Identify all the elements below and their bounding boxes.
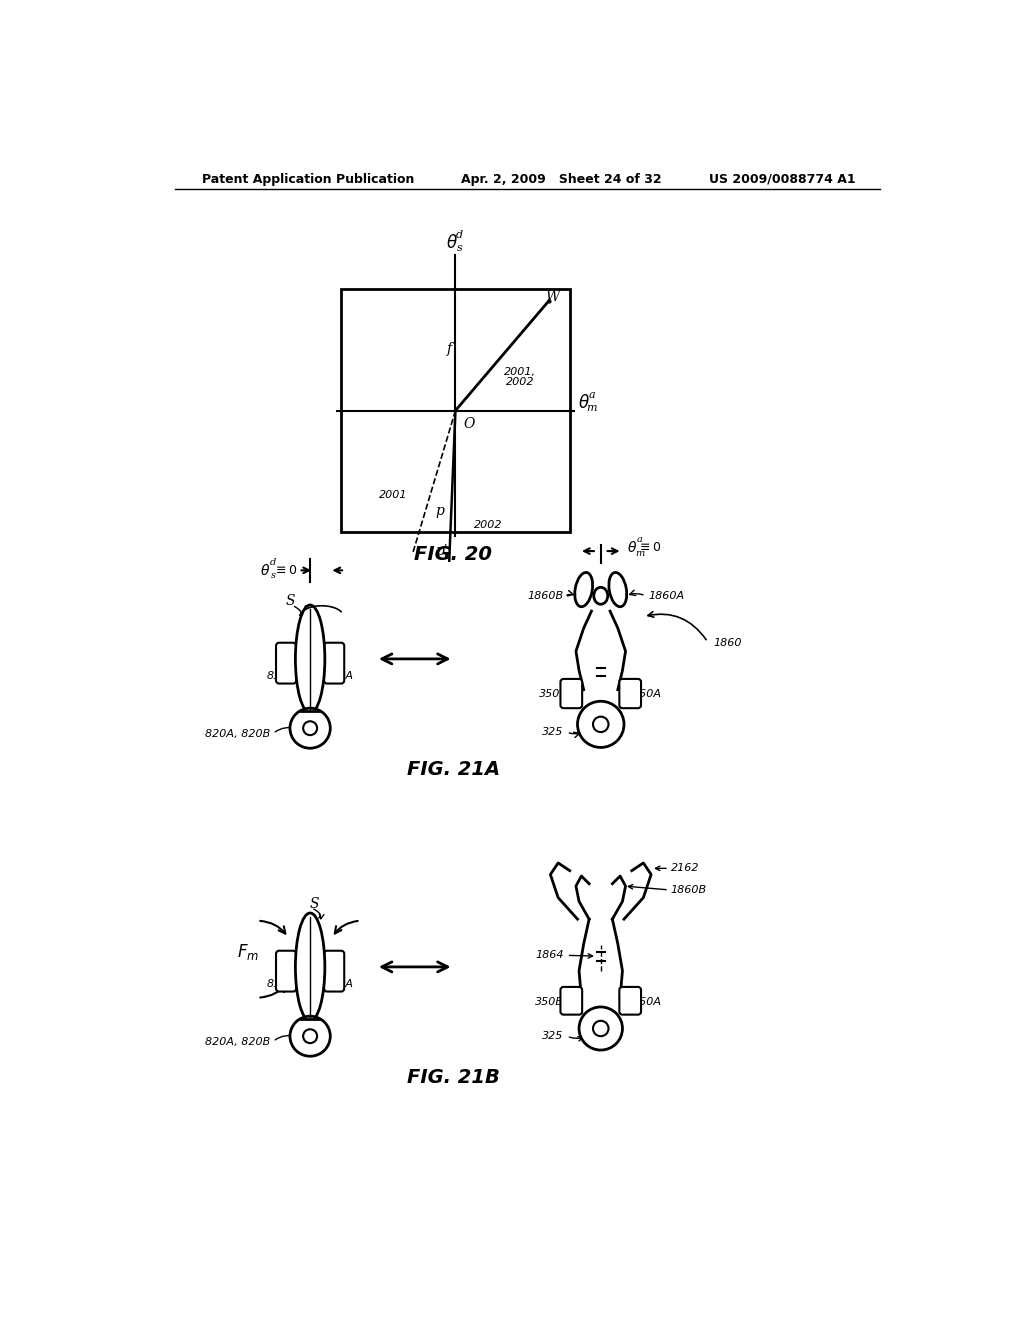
Ellipse shape (295, 605, 325, 713)
Circle shape (593, 717, 608, 733)
Text: p: p (435, 504, 444, 517)
Text: m: m (586, 404, 597, 413)
Text: p': p' (435, 544, 447, 558)
Text: $\equiv$0: $\equiv$0 (637, 541, 662, 554)
Text: $\theta$: $\theta$ (260, 562, 270, 578)
Text: 820A, 820B: 820A, 820B (205, 729, 270, 739)
Text: $F_m$: $F_m$ (238, 941, 259, 961)
Text: 350B: 350B (540, 689, 568, 698)
Text: 820A, 820B: 820A, 820B (205, 1036, 270, 1047)
Text: 2002: 2002 (506, 378, 535, 387)
Text: S: S (309, 896, 318, 911)
Text: FIG. 21A: FIG. 21A (407, 759, 500, 779)
Text: Apr. 2, 2009   Sheet 24 of 32: Apr. 2, 2009 Sheet 24 of 32 (461, 173, 662, 186)
FancyBboxPatch shape (560, 678, 583, 708)
Text: 812B: 812B (266, 979, 295, 989)
Text: 350A: 350A (633, 997, 663, 1007)
Circle shape (593, 1020, 608, 1036)
Text: 812B: 812B (266, 671, 295, 681)
Text: S: S (286, 594, 296, 609)
Text: 2001,: 2001, (504, 367, 537, 378)
Text: 2001: 2001 (379, 490, 408, 500)
FancyBboxPatch shape (324, 643, 344, 684)
Ellipse shape (609, 573, 627, 607)
Ellipse shape (574, 573, 593, 607)
Text: 1860A: 1860A (649, 591, 685, 601)
Text: US 2009/0088774 A1: US 2009/0088774 A1 (710, 173, 856, 186)
Circle shape (579, 1007, 623, 1051)
Text: $\theta$: $\theta$ (445, 234, 458, 252)
Text: 812A: 812A (325, 671, 354, 681)
Text: 350B: 350B (535, 997, 563, 1007)
Ellipse shape (594, 587, 607, 605)
FancyBboxPatch shape (560, 987, 583, 1015)
Text: 350A: 350A (633, 689, 663, 698)
Text: 1864: 1864 (536, 950, 563, 961)
Text: 325: 325 (542, 1031, 563, 1041)
Text: s: s (457, 243, 462, 253)
FancyBboxPatch shape (276, 643, 296, 684)
Text: 1860B: 1860B (671, 884, 707, 895)
Circle shape (290, 708, 331, 748)
FancyBboxPatch shape (620, 678, 641, 708)
Text: 1860B: 1860B (527, 591, 563, 601)
Text: f: f (446, 342, 452, 356)
Text: 1860: 1860 (713, 639, 741, 648)
Text: $\theta$: $\theta$ (578, 393, 590, 412)
Text: W: W (546, 290, 560, 304)
Text: a: a (637, 535, 642, 544)
Text: FIG. 20: FIG. 20 (415, 545, 493, 565)
Text: Patent Application Publication: Patent Application Publication (202, 173, 414, 186)
Text: $\equiv$0: $\equiv$0 (273, 564, 298, 577)
FancyBboxPatch shape (276, 950, 296, 991)
Text: 2002: 2002 (474, 520, 502, 529)
Ellipse shape (295, 913, 325, 1020)
FancyBboxPatch shape (620, 987, 641, 1015)
Text: d: d (456, 231, 463, 240)
Circle shape (578, 701, 624, 747)
Text: FIG. 21B: FIG. 21B (408, 1068, 500, 1086)
Text: 2162: 2162 (671, 863, 699, 874)
FancyBboxPatch shape (324, 950, 344, 991)
Text: $\theta$: $\theta$ (627, 540, 637, 554)
Text: m: m (635, 549, 644, 558)
Text: d: d (269, 558, 276, 568)
Bar (341, 289, 569, 532)
Text: 812A: 812A (325, 979, 354, 989)
Circle shape (303, 1030, 317, 1043)
Text: a: a (588, 391, 595, 400)
Text: 325: 325 (542, 727, 563, 737)
Text: s: s (270, 572, 275, 581)
Circle shape (303, 721, 317, 735)
Text: O: O (464, 417, 475, 432)
Circle shape (290, 1016, 331, 1056)
